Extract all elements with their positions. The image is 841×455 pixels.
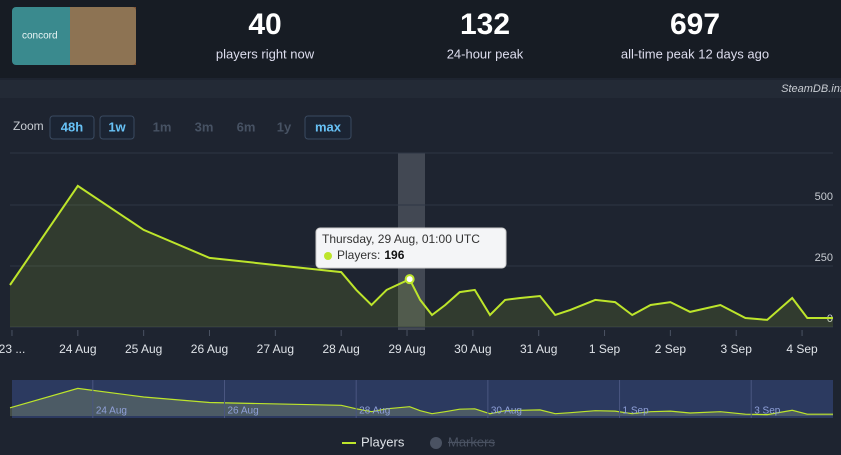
credit: SteamDB.info (781, 83, 841, 95)
navigator-label: 30 Aug (491, 406, 522, 417)
navigator-area (10, 388, 833, 416)
x-tick-label: 26 Aug (191, 342, 228, 356)
x-tick-label: 24 Aug (59, 342, 96, 356)
navigator-label: 3 Sep (754, 406, 781, 417)
x-tick-label: 25 Aug (125, 342, 162, 356)
stat-value: 40 (248, 8, 281, 41)
y-tick-label: 500 (815, 191, 833, 203)
x-tick-label: 1 Sep (589, 342, 621, 356)
header (0, 0, 841, 78)
credit-bar (0, 80, 841, 98)
area (10, 185, 833, 327)
x-tick-label: 4 Sep (786, 342, 818, 356)
navigator-label: 26 Aug (227, 406, 258, 417)
tooltip-label: Players: (337, 248, 380, 262)
navigator-label: 1 Sep (623, 406, 650, 417)
zoom-button-label: 6m (237, 119, 256, 134)
zoom-button[interactable] (304, 115, 352, 140)
x-tick-label: 27 Aug (257, 342, 294, 356)
legend-label-off[interactable]: Markers (448, 434, 495, 449)
zoom-button-label[interactable]: 48h (61, 119, 83, 134)
x-tick-label: 29 Aug (388, 342, 425, 356)
zoom-button-label: 3m (195, 119, 214, 134)
x-tick-label: 2 Sep (655, 342, 687, 356)
logo: concord (22, 31, 58, 42)
y-tick-label: 250 (815, 252, 833, 264)
zoom-button-label[interactable]: 1w (108, 119, 126, 134)
tooltip (315, 227, 507, 269)
x-tick-label: 23 ... (0, 342, 25, 356)
legend-label[interactable]: Players (361, 434, 405, 449)
stat-value: 132 (460, 8, 510, 41)
zoom-button-label: 1m (153, 119, 172, 134)
zoom-button-label: 1y (277, 119, 292, 134)
tooltip-swatch (324, 252, 332, 260)
line (9, 184, 833, 321)
legend-swatch-off (430, 437, 442, 449)
x-tick-label: 30 Aug (454, 342, 491, 356)
x-tick-label: 28 Aug (322, 342, 359, 356)
stat-label: all-time peak 12 days ago (621, 46, 769, 61)
tooltip-date: Thursday, 29 Aug, 01:00 UTC (322, 232, 480, 246)
game-art (70, 7, 136, 65)
stat-label: players right now (216, 46, 315, 61)
stat-label: 24-hour peak (447, 46, 524, 61)
zoom-button[interactable] (99, 115, 135, 140)
x-tick-label: 3 Sep (721, 342, 753, 356)
navigator-label: 28 Aug (359, 406, 390, 417)
zoom-button[interactable] (49, 115, 95, 140)
stat-value: 697 (670, 8, 720, 41)
hover-point (404, 274, 415, 285)
navigator-line (9, 387, 833, 416)
x-tick-label: 31 Aug (520, 342, 557, 356)
navigator-label: 24 Aug (96, 406, 127, 417)
tooltip-value: 196 (384, 248, 404, 262)
zoom-button-label[interactable]: max (315, 119, 342, 134)
zoom-label: Zoom (13, 119, 44, 133)
